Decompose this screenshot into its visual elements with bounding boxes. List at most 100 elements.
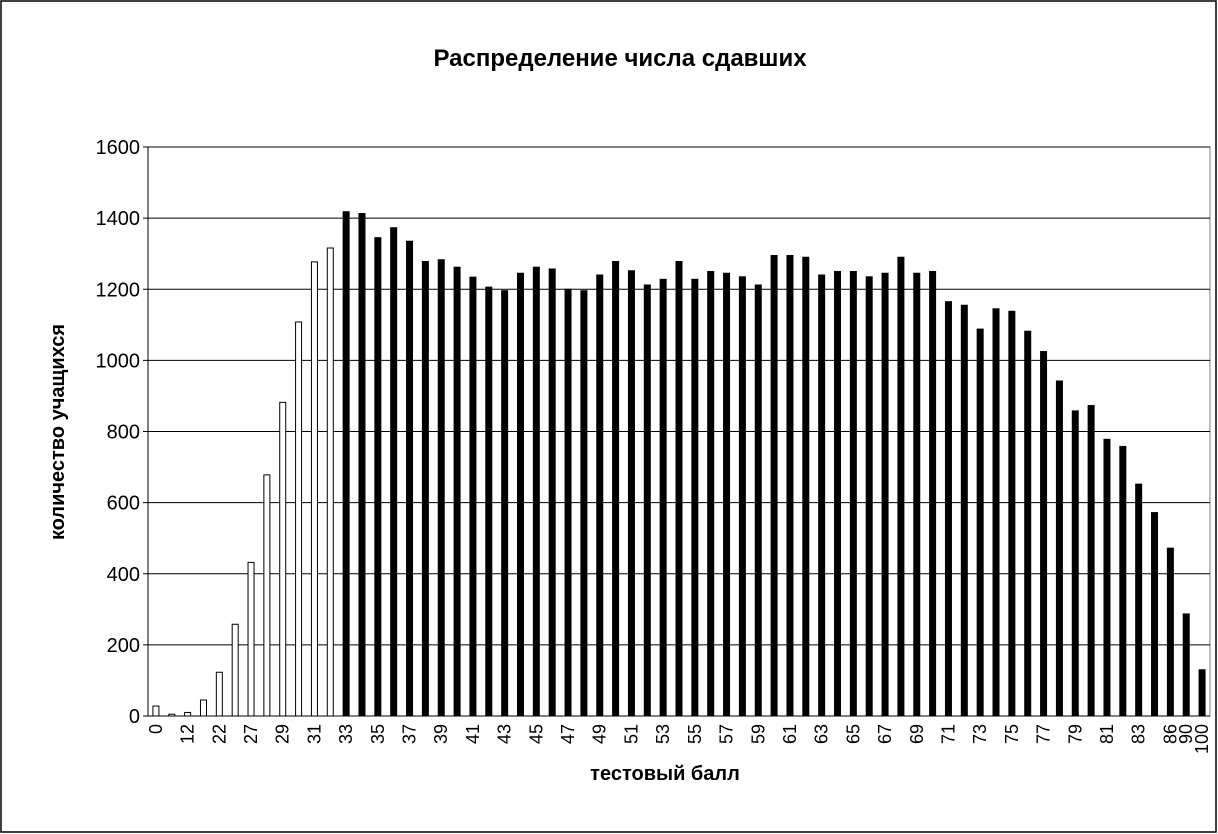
x-tick-label: 49 bbox=[590, 724, 610, 744]
bar bbox=[976, 328, 984, 717]
bar bbox=[992, 308, 1000, 717]
bar bbox=[929, 270, 937, 717]
x-tick-label: 12 bbox=[178, 724, 198, 744]
bar bbox=[548, 268, 556, 717]
chart-title: Распределение числа сдавших bbox=[433, 45, 807, 72]
x-tick-label: 51 bbox=[621, 724, 641, 744]
y-tick-label: 600 bbox=[107, 493, 140, 515]
x-tick-label: 63 bbox=[812, 724, 832, 744]
bar bbox=[1182, 613, 1190, 717]
bar bbox=[453, 266, 461, 717]
bar bbox=[152, 705, 160, 717]
bar bbox=[1166, 547, 1174, 717]
bar bbox=[1135, 483, 1143, 717]
x-tick-label: 22 bbox=[209, 724, 229, 744]
bar bbox=[834, 270, 842, 717]
bar bbox=[849, 270, 857, 717]
x-tick-label: 75 bbox=[1002, 724, 1022, 744]
bar bbox=[612, 261, 620, 717]
bar bbox=[374, 237, 382, 717]
bar bbox=[1040, 350, 1048, 717]
bar bbox=[247, 561, 255, 717]
bar bbox=[184, 711, 192, 717]
bar bbox=[295, 321, 303, 717]
x-tick-label: 59 bbox=[748, 724, 768, 744]
x-tick-label: 43 bbox=[495, 724, 515, 744]
x-tick-label: 77 bbox=[1034, 724, 1054, 744]
bar bbox=[390, 227, 398, 717]
bar bbox=[786, 254, 794, 717]
x-tick-label: 100 bbox=[1192, 724, 1212, 754]
bar bbox=[516, 272, 524, 717]
x-tick-label: 35 bbox=[368, 724, 388, 744]
bar bbox=[199, 699, 207, 717]
bar bbox=[1151, 512, 1159, 717]
x-tick-label: 79 bbox=[1065, 724, 1085, 744]
bar bbox=[691, 278, 699, 717]
bar bbox=[469, 276, 477, 717]
y-tick-label: 1400 bbox=[96, 208, 141, 230]
bar bbox=[596, 274, 604, 717]
y-tick-label: 1600 bbox=[96, 137, 141, 159]
y-tick-label: 800 bbox=[107, 422, 140, 444]
bar bbox=[1024, 330, 1032, 717]
bar bbox=[310, 261, 318, 717]
y-tick-label: 400 bbox=[107, 564, 140, 586]
x-tick-label: 67 bbox=[875, 724, 895, 744]
x-tick-label: 55 bbox=[685, 724, 705, 744]
bar bbox=[627, 270, 635, 717]
bar bbox=[913, 272, 921, 717]
bar bbox=[263, 474, 271, 717]
bar bbox=[168, 713, 176, 717]
bar bbox=[406, 240, 414, 717]
bar bbox=[358, 213, 366, 717]
bar bbox=[326, 247, 334, 717]
x-tick-label: 27 bbox=[241, 724, 261, 744]
bar bbox=[754, 284, 762, 717]
bar bbox=[564, 288, 572, 717]
x-tick-label: 71 bbox=[938, 724, 958, 744]
bar bbox=[532, 266, 540, 717]
bar bbox=[802, 256, 810, 717]
bar bbox=[1103, 438, 1111, 717]
x-tick-label: 33 bbox=[336, 724, 356, 744]
bar bbox=[580, 290, 588, 717]
bar bbox=[738, 276, 746, 717]
x-tick-label: 0 bbox=[146, 724, 166, 734]
x-tick-label: 45 bbox=[526, 724, 546, 744]
bar bbox=[723, 272, 731, 717]
y-tick-label: 0 bbox=[129, 706, 140, 728]
bar bbox=[485, 286, 493, 717]
x-tick-label: 65 bbox=[843, 724, 863, 744]
bar bbox=[944, 301, 952, 717]
bar bbox=[1087, 405, 1095, 717]
bar bbox=[960, 304, 968, 717]
y-axis-title: количество учащихся bbox=[47, 324, 69, 540]
bar bbox=[501, 290, 509, 717]
y-tick-label: 200 bbox=[107, 635, 140, 657]
x-tick-label: 86 bbox=[1160, 724, 1180, 744]
x-tick-label: 29 bbox=[273, 724, 293, 744]
bar bbox=[421, 261, 429, 717]
bar bbox=[342, 211, 350, 717]
bar bbox=[437, 259, 445, 717]
bar bbox=[215, 671, 223, 717]
bar bbox=[881, 272, 889, 717]
bar bbox=[1198, 669, 1206, 717]
bar bbox=[770, 254, 778, 717]
x-tick-label: 81 bbox=[1097, 724, 1117, 744]
x-tick-label: 90 bbox=[1176, 724, 1196, 744]
x-tick-label: 57 bbox=[717, 724, 737, 744]
x-axis-title: тестовый балл bbox=[590, 763, 740, 785]
bar bbox=[1008, 310, 1016, 717]
x-tick-label: 31 bbox=[304, 724, 324, 744]
bar bbox=[231, 623, 239, 717]
bar bbox=[659, 278, 667, 717]
bar bbox=[897, 256, 905, 717]
bar bbox=[279, 401, 287, 717]
x-tick-label: 73 bbox=[970, 724, 990, 744]
x-tick-label: 69 bbox=[907, 724, 927, 744]
bar bbox=[643, 284, 651, 717]
